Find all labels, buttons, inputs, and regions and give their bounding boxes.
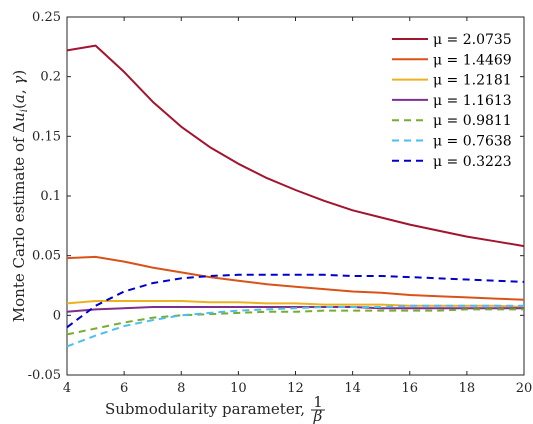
x-axis-label-denominator: β bbox=[313, 407, 323, 424]
legend: μ = 2.0735 μ = 1.4469 μ = 1.2181 μ = 1.1613… bbox=[384, 25, 520, 173]
legend-label-6: μ = 0.3223 bbox=[433, 154, 512, 170]
x-tick-label: 20 bbox=[516, 381, 533, 396]
legend-label-2: μ = 1.2181 bbox=[433, 73, 512, 89]
series-lines bbox=[66, 44, 525, 348]
series-line-4 bbox=[66, 308, 524, 336]
y-tick-label: 0.05 bbox=[32, 249, 61, 264]
x-tick-label: 18 bbox=[459, 381, 476, 396]
legend-label-5: μ = 0.7638 bbox=[433, 134, 512, 150]
x-tick-label: 16 bbox=[401, 381, 418, 396]
y-tick-label: 0.15 bbox=[32, 129, 61, 144]
legend-label-3: μ = 1.1613 bbox=[433, 93, 512, 109]
y-tick-label: 0 bbox=[53, 308, 61, 323]
series-line-1 bbox=[66, 255, 525, 301]
series-line-6 bbox=[66, 273, 525, 329]
x-tick-label: 4 bbox=[63, 381, 71, 396]
x-tick-label: 10 bbox=[230, 381, 247, 396]
y-axis-label: Monte Carlo estimate of Δui(a, γ) bbox=[10, 70, 30, 322]
y-tick-label: 0.25 bbox=[32, 10, 61, 25]
series-line-5 bbox=[66, 304, 524, 348]
x-tick-label: 14 bbox=[344, 381, 361, 396]
x-tick-label: 12 bbox=[287, 381, 304, 396]
legend-label-4: μ = 0.9811 bbox=[433, 113, 512, 129]
y-tick-label: 0.2 bbox=[40, 70, 61, 85]
y-tick-label: 0.1 bbox=[40, 189, 61, 204]
x-axis-label-numerator: 1 bbox=[313, 393, 323, 411]
legend-label-1: μ = 1.4469 bbox=[433, 52, 512, 68]
series-line-3 bbox=[66, 306, 524, 313]
x-tick-label: 6 bbox=[120, 381, 128, 396]
y-axis-label-text: Monte Carlo estimate of Δui(a, γ) bbox=[10, 70, 30, 322]
x-tick-label: 8 bbox=[177, 381, 185, 396]
axis-ticks: 4 6 8 10 12 14 16 18 20 -0.05 0 0.05 0.1 0.15 0.2 0.25 bbox=[28, 10, 533, 396]
x-axis-label-text: Submodularity parameter, bbox=[105, 400, 305, 418]
series-line-0 bbox=[66, 44, 525, 248]
legend-label-0: μ = 2.0735 bbox=[433, 32, 512, 48]
x-axis-label: Submodularity parameter, 1 β bbox=[105, 393, 325, 424]
y-tick-label: -0.05 bbox=[28, 368, 61, 383]
